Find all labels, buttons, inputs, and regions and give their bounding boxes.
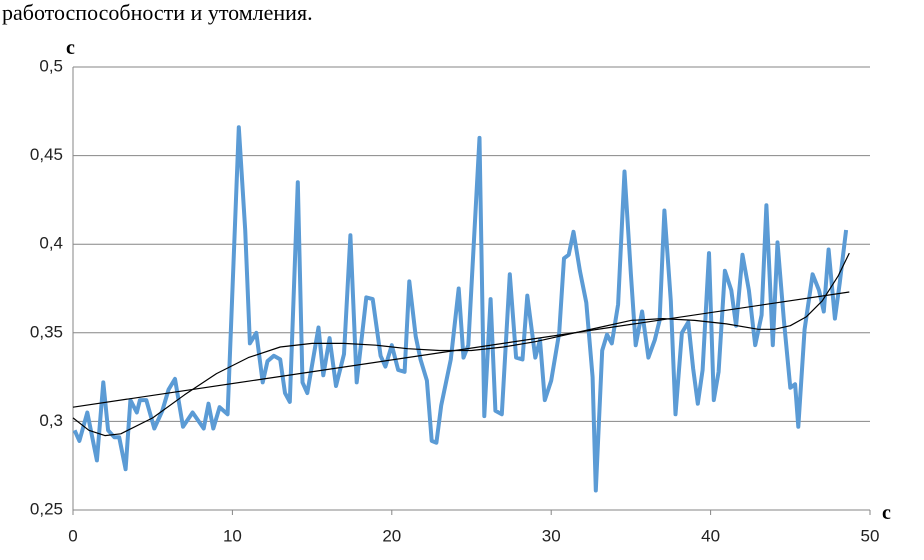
x-tick-label: 50 xyxy=(861,526,880,545)
y-tick-label: 0,35 xyxy=(30,322,63,341)
x-tick-label: 30 xyxy=(542,526,561,545)
y-tick-label: 0,5 xyxy=(39,56,63,75)
y-tick-label: 0,45 xyxy=(30,145,63,164)
series-line xyxy=(72,291,850,408)
x-tick-label: 20 xyxy=(382,526,401,545)
header-text: работоспособности и утомления. xyxy=(2,0,313,25)
x-tick-label: 0 xyxy=(68,526,77,545)
x-tick-label: 40 xyxy=(701,526,720,545)
series-line xyxy=(72,125,849,493)
y-tick-label: 0,3 xyxy=(39,411,63,430)
y-tick-label: 0,4 xyxy=(39,234,63,253)
x-tick-label: 10 xyxy=(223,526,242,545)
y-axis-label: с xyxy=(66,37,75,59)
y-tick-label: 0,25 xyxy=(30,499,63,518)
x-axis-label: с xyxy=(882,502,891,524)
series-line xyxy=(72,252,850,437)
